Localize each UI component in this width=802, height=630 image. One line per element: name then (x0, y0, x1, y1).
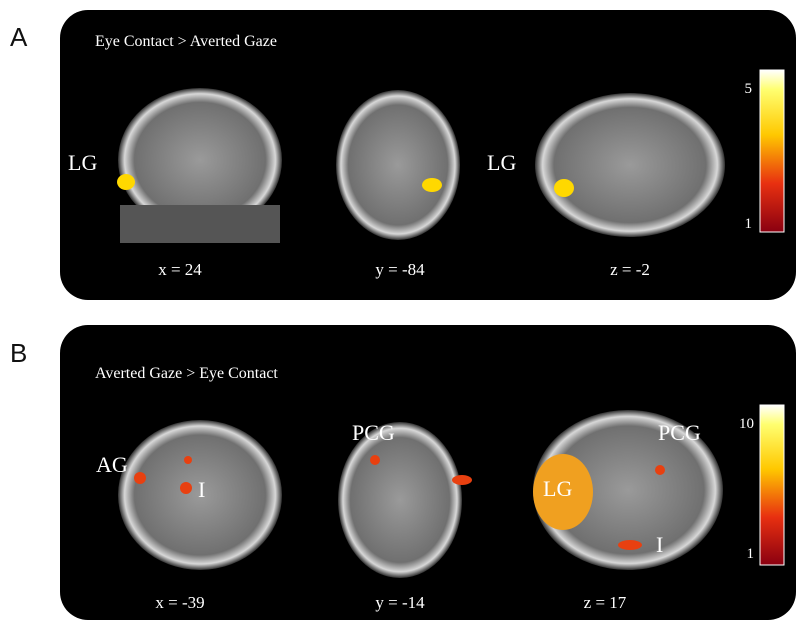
region-label: LG (68, 150, 97, 175)
region-label: AG (96, 452, 128, 477)
colorbar-label: 1 (745, 216, 753, 232)
colorbar (760, 405, 784, 565)
colorbar-label: 10 (739, 416, 754, 432)
panel-letter: B (10, 338, 27, 368)
colorbar-label: 1 (747, 546, 755, 562)
coord-label: x = -39 (155, 593, 204, 612)
region-label: LG (543, 476, 572, 501)
panel-title: Eye Contact > Averted Gaze (95, 33, 277, 50)
region-label: LG (487, 150, 516, 175)
brain-axial (535, 93, 725, 237)
coord-label: z = 17 (584, 593, 627, 612)
colorbar-label: 5 (745, 81, 753, 97)
brain-coronal (336, 90, 460, 240)
coord-label: z = -2 (610, 260, 650, 279)
region-label: PCG (658, 420, 701, 445)
figure: A Eye Contact > Averted Gaze LG LG x = 2… (0, 0, 802, 630)
colorbar (760, 70, 784, 232)
panel-title: Averted Gaze > Eye Contact (95, 365, 278, 382)
brain-sagittal (117, 88, 282, 243)
coord-label: y = -14 (375, 593, 425, 612)
region-label: I (198, 477, 205, 502)
coord-label: y = -84 (375, 260, 425, 279)
coord-label: x = 24 (158, 260, 202, 279)
region-label: PCG (352, 420, 395, 445)
panel-letter: A (10, 22, 28, 52)
region-label: I (656, 532, 663, 557)
